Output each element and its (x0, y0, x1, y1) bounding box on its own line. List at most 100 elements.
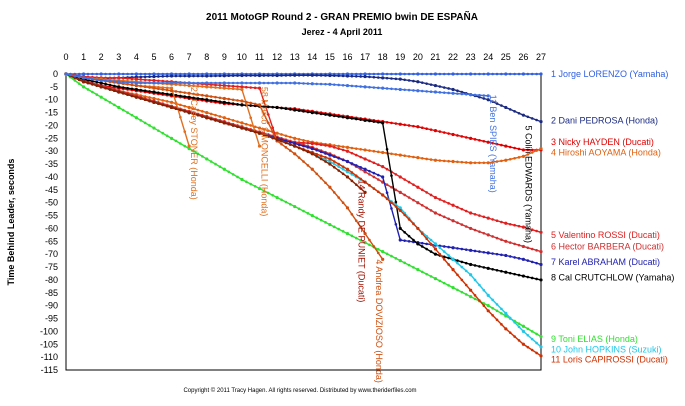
series-point (429, 209, 433, 212)
x-tick-label: 26 (518, 52, 528, 62)
series-point (179, 94, 182, 98)
series-point (456, 205, 459, 209)
series-point (337, 169, 340, 172)
series-point (240, 126, 244, 130)
series-point (113, 76, 116, 80)
series-point (310, 152, 314, 156)
chart-title: 2011 MotoGP Round 2 - GRAN PREMIO bwin D… (206, 10, 478, 23)
series-point (332, 83, 336, 86)
series-point (403, 178, 406, 181)
series-point (209, 112, 213, 116)
x-tick-label: 4 (134, 52, 139, 62)
series-point (530, 276, 534, 280)
series-point (341, 201, 345, 204)
series-point (425, 247, 428, 251)
series-point (284, 107, 288, 111)
series-point (486, 309, 490, 313)
x-tick-label: 0 (63, 52, 68, 62)
series-point (187, 81, 191, 85)
y-tick-label: -40 (45, 172, 58, 182)
series-point (345, 74, 350, 78)
series-point (227, 74, 231, 78)
series-point (425, 206, 428, 210)
series-point (460, 290, 464, 294)
series-point (315, 172, 318, 176)
series-point (381, 175, 385, 179)
series-point (121, 80, 125, 84)
series-point (280, 198, 283, 202)
series-point (526, 227, 530, 230)
series-point (460, 90, 464, 94)
series-point (196, 72, 200, 76)
series-point (240, 99, 244, 103)
series-point (385, 167, 389, 171)
series-point (284, 74, 288, 77)
series-point (398, 259, 402, 263)
series-point (117, 72, 121, 76)
series-point (157, 75, 160, 78)
series-point (337, 162, 340, 166)
series-point (535, 351, 538, 355)
series-point (526, 246, 530, 250)
series-point (113, 80, 116, 83)
series-point (332, 114, 336, 118)
series-point (218, 74, 222, 78)
series-point (196, 74, 200, 78)
series-point (179, 108, 182, 112)
series-point (253, 125, 257, 129)
series-point (513, 272, 516, 276)
series-point (425, 272, 428, 276)
series-point (337, 165, 340, 168)
series-point (169, 81, 174, 85)
series-point (530, 148, 534, 152)
series-point (293, 136, 297, 140)
series-point (354, 153, 358, 157)
series-point (240, 177, 244, 182)
series-point (328, 73, 332, 78)
series-point (491, 218, 494, 221)
series-point (337, 156, 340, 160)
series-point (398, 153, 402, 157)
x-tick-label: 25 (501, 52, 511, 62)
y-tick-label: -90 (45, 301, 58, 311)
series-point (473, 294, 477, 297)
series-point (478, 299, 481, 302)
series-point (376, 163, 380, 167)
series-point (500, 72, 503, 76)
series-point (500, 143, 503, 147)
series-point (231, 87, 235, 91)
series-point (86, 72, 90, 76)
series-point (240, 121, 244, 125)
series-point (214, 86, 217, 89)
series-point (376, 248, 380, 251)
series-point (368, 173, 371, 176)
series-point (134, 77, 138, 81)
series-point (161, 72, 165, 76)
series-point (139, 97, 143, 100)
series-point (469, 72, 473, 76)
series-point (183, 81, 187, 85)
x-tick-label: 14 (307, 52, 317, 62)
series-point (420, 126, 424, 130)
series-point (306, 141, 310, 145)
series-point (451, 246, 455, 250)
series-point (372, 161, 376, 165)
series-point (535, 118, 538, 122)
series-point (530, 337, 534, 341)
series-point (447, 254, 450, 257)
x-tick-label: 9 (222, 52, 227, 62)
series-point (148, 90, 151, 93)
series-point (297, 146, 301, 150)
series-point (385, 197, 389, 201)
series-point (456, 89, 459, 93)
series-point (148, 99, 151, 103)
series-point (267, 105, 270, 109)
series-point (183, 104, 187, 108)
series-point (451, 159, 455, 164)
series-point (319, 150, 323, 154)
series-point (372, 245, 376, 248)
series-point (376, 86, 380, 90)
series-point (368, 169, 371, 173)
series-point (289, 135, 292, 139)
series-point (240, 103, 244, 107)
